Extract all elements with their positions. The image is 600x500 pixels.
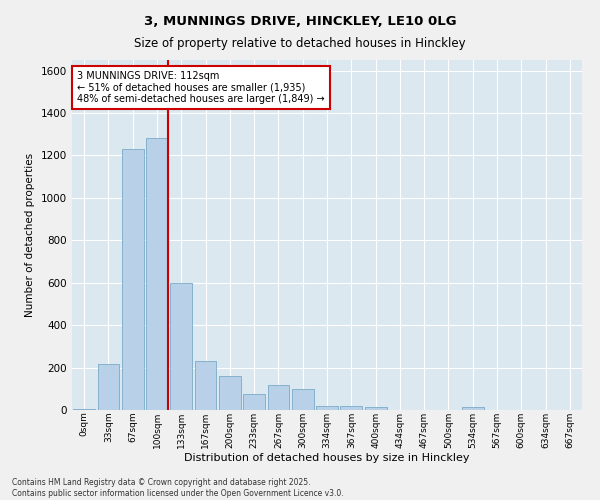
Bar [292,389,314,410]
Bar [268,384,289,410]
Bar [243,394,265,410]
Bar [462,407,484,410]
Text: Contains HM Land Registry data © Crown copyright and database right 2025.
Contai: Contains HM Land Registry data © Crown c… [12,478,344,498]
X-axis label: Distribution of detached houses by size in Hinckley: Distribution of detached houses by size … [184,454,470,464]
Bar [122,149,143,410]
Text: Size of property relative to detached houses in Hinckley: Size of property relative to detached ho… [134,38,466,51]
Text: 3 MUNNINGS DRIVE: 112sqm
← 51% of detached houses are smaller (1,935)
48% of sem: 3 MUNNINGS DRIVE: 112sqm ← 51% of detach… [77,70,325,104]
Bar [73,409,95,410]
Text: 3, MUNNINGS DRIVE, HINCKLEY, LE10 0LG: 3, MUNNINGS DRIVE, HINCKLEY, LE10 0LG [143,15,457,28]
Bar [97,364,119,410]
Bar [146,138,168,410]
Y-axis label: Number of detached properties: Number of detached properties [25,153,35,317]
Bar [365,407,386,410]
Bar [170,282,192,410]
Bar [219,376,241,410]
Bar [340,406,362,410]
Bar [194,361,217,410]
Bar [316,406,338,410]
